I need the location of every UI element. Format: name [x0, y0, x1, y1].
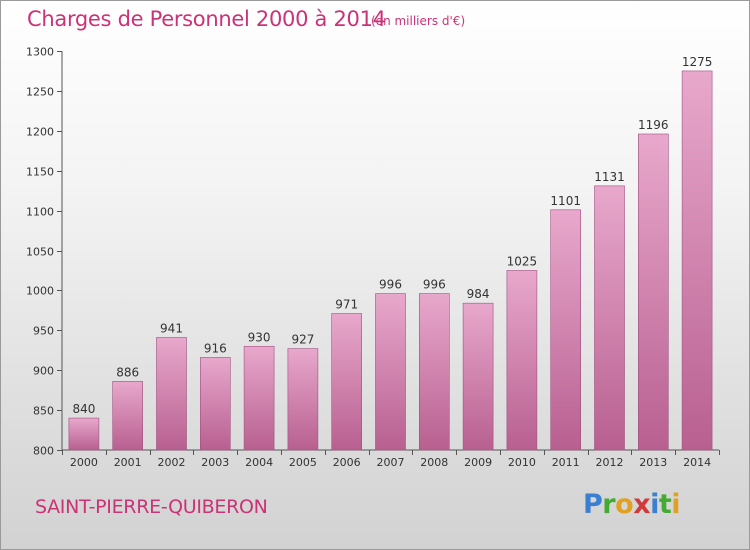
data-label: 1131 — [594, 170, 625, 184]
data-label: 984 — [467, 287, 490, 301]
bar-2011 — [550, 209, 582, 451]
bar-2000 — [68, 417, 100, 451]
data-labels: 840 886 941 916 930 927 971 996 996 984 1025 1101 11… — [72, 55, 712, 416]
x-tick-label: 2000 — [70, 456, 98, 469]
data-label: 1275 — [682, 55, 713, 69]
y-tick-label: 1300 — [26, 46, 54, 59]
data-label: 1101 — [550, 194, 581, 208]
logo-letter: x — [633, 489, 651, 520]
x-tick-label: 2009 — [464, 456, 492, 469]
x-tick-label: 2003 — [201, 456, 229, 469]
y-tick-label: 1200 — [26, 126, 54, 139]
x-tick-label: 2008 — [420, 456, 448, 469]
chart-subtitle: (en milliers d'€) — [371, 14, 466, 28]
bar-2010 — [506, 270, 538, 451]
bar-2004 — [243, 345, 275, 451]
bar-2013 — [637, 133, 669, 451]
x-tick-label: 2006 — [333, 456, 361, 469]
chart-title: Charges de Personnel 2000 à 2014 — [27, 7, 386, 31]
x-tick-label: 2002 — [158, 456, 186, 469]
bar-2008 — [418, 293, 450, 451]
bar-2001 — [112, 381, 143, 451]
y-tick-label: 1050 — [26, 246, 54, 259]
y-tick-label: 1150 — [26, 166, 54, 179]
bar-2014 — [681, 70, 713, 451]
y-tick-label: 900 — [33, 365, 54, 378]
bar-2002 — [156, 337, 187, 451]
y-tick-label: 850 — [33, 405, 54, 418]
data-label: 996 — [379, 278, 402, 292]
bar-2006 — [331, 313, 363, 451]
x-tick-label: 2005 — [289, 456, 317, 469]
x-tick-label: 2014 — [683, 456, 711, 469]
x-tick-label: 2007 — [377, 456, 405, 469]
logo-letter: r — [602, 489, 616, 520]
data-label: 916 — [204, 341, 227, 355]
bar-2005 — [287, 348, 319, 451]
y-tick-label: 1000 — [26, 285, 54, 298]
y-tick-label: 950 — [33, 325, 54, 338]
y-tick-label: 1250 — [26, 86, 54, 99]
logo-letter: P — [583, 489, 603, 520]
bars — [68, 70, 713, 451]
bar-2003 — [200, 357, 231, 451]
x-tick-label: 2013 — [639, 456, 667, 469]
data-label: 930 — [248, 330, 271, 344]
data-label: 1196 — [638, 118, 669, 132]
bar-2007 — [375, 293, 406, 451]
bar-2009 — [462, 302, 494, 451]
axes: 800 850 900 950 1000 1050 1100 1150 1200 1250 1300… — [26, 46, 720, 469]
logo-letter: o — [615, 489, 634, 520]
data-label: 971 — [335, 298, 358, 312]
data-label: 927 — [291, 333, 314, 347]
x-tick-label: 2004 — [245, 456, 273, 469]
commune-name: SAINT-PIERRE-QUIBERON — [35, 496, 268, 518]
data-label: 840 — [72, 402, 95, 416]
x-tick-label: 2011 — [552, 456, 580, 469]
data-label: 1025 — [507, 254, 538, 268]
x-tick-label: 2001 — [114, 456, 142, 469]
proxiti-logo: Proxiti — [583, 489, 681, 520]
logo-letter: i — [650, 489, 659, 520]
x-tick-label: 2012 — [596, 456, 624, 469]
data-label: 996 — [423, 278, 446, 292]
data-label: 941 — [160, 321, 183, 335]
y-tick-label: 1100 — [26, 206, 54, 219]
data-label: 886 — [116, 365, 139, 379]
bar-2012 — [594, 185, 625, 451]
logo-letter: i — [671, 489, 681, 520]
logo-letter: t — [658, 489, 672, 520]
y-tick-label: 800 — [33, 445, 54, 458]
x-tick-label: 2010 — [508, 456, 536, 469]
